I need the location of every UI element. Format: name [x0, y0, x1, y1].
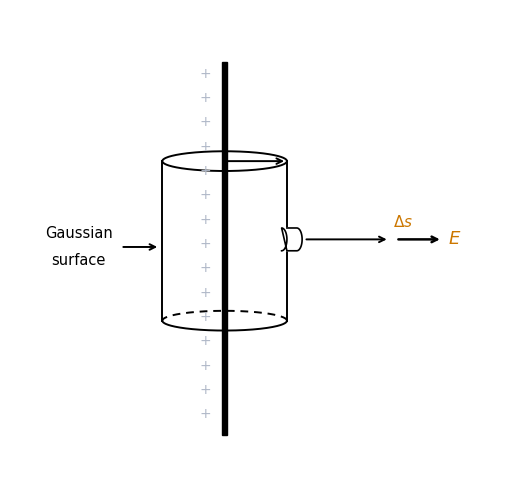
- Text: +: +: [200, 140, 211, 154]
- Text: +: +: [200, 407, 211, 421]
- Text: +: +: [200, 67, 211, 81]
- Text: +: +: [200, 358, 211, 373]
- Polygon shape: [281, 228, 302, 251]
- Text: +: +: [200, 91, 211, 105]
- Text: surface: surface: [52, 253, 106, 268]
- Text: +: +: [200, 286, 211, 300]
- Text: +: +: [200, 115, 211, 129]
- Text: +: +: [200, 164, 211, 178]
- Text: +: +: [200, 334, 211, 348]
- Text: +: +: [200, 213, 211, 227]
- Text: +: +: [200, 261, 211, 275]
- Text: +: +: [200, 310, 211, 324]
- Text: Gaussian: Gaussian: [45, 226, 113, 241]
- Text: +: +: [200, 237, 211, 251]
- Bar: [222, 62, 227, 435]
- Text: +: +: [200, 188, 211, 202]
- Text: E: E: [449, 231, 460, 248]
- Text: +: +: [200, 383, 211, 397]
- Text: $\Delta s$: $\Delta s$: [393, 214, 413, 230]
